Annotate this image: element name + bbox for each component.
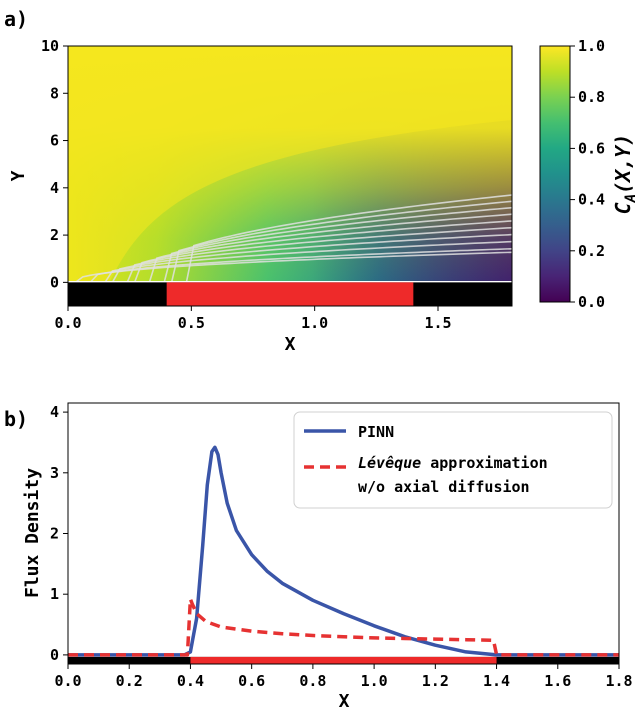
y-tick-label-b: 1 [50,585,59,603]
y-tick-label-a: 2 [50,226,59,244]
boundary-wall-a [68,282,512,306]
y-tick-label-a: 4 [50,179,59,197]
series-lines [68,445,619,657]
colorbar-tick-label: 0.0 [578,293,605,311]
colorbar-ticks: 0.0 0.2 0.4 0.6 0.8 1.0 [570,37,605,311]
y-tick-label-a: 8 [50,84,59,102]
legend-label-leveque: Lévêque approximation [358,454,548,472]
plot-frame-a [67,45,513,307]
x-tick-label-b: 1.2 [422,672,449,690]
contour-line [75,251,512,281]
x-axis-label-b: X [339,691,350,709]
x-tick-label-b: 0.8 [299,672,326,690]
panel-b: b) 0.0 0.2 0.4 0.6 0.8 1.0 1.2 1.4 1.6 1.8 0 1 2 3 4 X… [4,402,633,709]
y-tick-label-b: 4 [50,403,59,421]
y-tick-label-a: 6 [50,132,59,150]
y-tick-label-b: 2 [50,525,59,543]
contour-line [171,200,512,281]
colorbar-tick-label: 1.0 [578,37,605,55]
y-axis-label-b: Flux Density [22,468,43,598]
panel-a-label: a) [4,7,28,31]
axes-b: 0.0 0.2 0.4 0.6 0.8 1.0 1.2 1.4 1.6 1.8 0 1 2 3 4 [50,403,633,690]
x-tick-label-a: 0.0 [54,314,81,332]
panel-b-label: b) [4,407,28,431]
y-axis-label-a: Y [8,170,29,181]
x-tick-label-b: 1.4 [483,672,510,690]
x-tick-label-a: 0.5 [178,314,205,332]
x-tick-label-b: 0.0 [54,672,81,690]
x-tick-label-b: 1.6 [544,672,571,690]
y-tick-label-b: 3 [50,464,59,482]
x-tick-label-a: 1.0 [301,314,328,332]
legend-label-pinn: PINN [358,423,394,441]
x-axis-label-a: X [285,334,296,355]
y-tick-label-a: 10 [41,37,59,55]
contour-line [104,240,512,281]
x-tick-label-b: 0.2 [116,672,143,690]
wall-electrode-b [190,656,497,664]
series-line-pinn [68,445,619,657]
legend: PINN Lévêque approximation w/o axial dif… [293,411,613,509]
series-line-leveque [68,597,619,657]
colorbar [539,45,571,303]
x-tick-label-b: 1.0 [361,672,388,690]
y-tick-label-a: 0 [50,273,59,291]
contour-line [163,206,512,281]
contour-line [148,213,512,281]
contour-line [90,248,512,281]
contour-line [185,194,512,281]
axes-a: 0.0 0.5 1.0 1.5 0 2 4 6 8 10 [41,37,452,332]
colorbar-tick-label: 0.2 [578,242,605,260]
colorbar-tick-label: 0.6 [578,139,605,157]
colorbar-label: CA(X,Y) [611,134,638,215]
y-tick-label-b: 0 [50,646,59,664]
x-tick-label-a: 1.5 [424,314,451,332]
colorbar-tick-label: 0.4 [578,191,605,209]
heatmap-field [68,46,512,281]
contour-lines [75,194,512,281]
contour-line [134,220,512,281]
x-tick-label-b: 0.4 [177,672,204,690]
colorbar-tick-label: 0.8 [578,88,605,106]
x-tick-label-b: 0.6 [238,672,265,690]
legend-box [293,411,613,509]
boundary-wall-b [68,656,619,664]
wall-electrode [166,282,414,306]
x-tick-label-b: 1.8 [605,672,632,690]
legend-label-leveque-line2: w/o axial diffusion [358,478,530,496]
